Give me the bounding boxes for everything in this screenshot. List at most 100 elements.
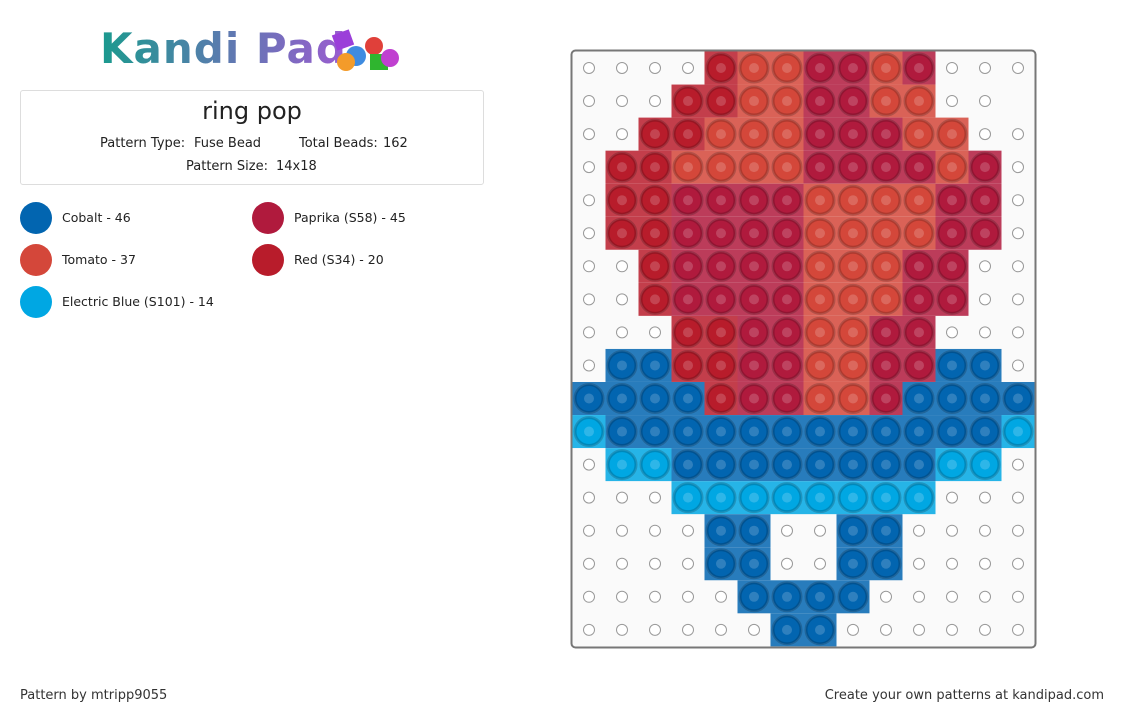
legend-swatch — [20, 286, 52, 318]
peg — [583, 95, 595, 108]
bead-hole — [815, 393, 825, 404]
peg — [946, 524, 958, 537]
bead — [672, 449, 704, 481]
bead — [804, 151, 836, 183]
bead — [969, 151, 1001, 183]
peg — [748, 623, 760, 636]
bead — [705, 85, 737, 117]
bead-hole — [881, 492, 891, 503]
bead — [705, 449, 737, 481]
bead-board — [570, 49, 1037, 649]
logo[interactable]: Kandi Pad — [100, 24, 347, 73]
peg — [946, 95, 958, 108]
peg — [1012, 260, 1024, 273]
bead — [936, 349, 968, 381]
peg — [1012, 359, 1024, 372]
bead-hole — [716, 525, 726, 536]
legend-label: Paprika (S58) - 45 — [294, 210, 406, 225]
bead — [804, 283, 836, 315]
bead — [672, 349, 704, 381]
bead-hole — [716, 558, 726, 569]
bead-hole — [980, 195, 990, 206]
peg — [616, 491, 628, 504]
bead-hole — [848, 393, 858, 404]
bead — [936, 416, 968, 448]
bead-hole — [815, 492, 825, 503]
bead — [837, 449, 869, 481]
bead — [837, 283, 869, 315]
legend-swatch — [20, 244, 52, 276]
site-link[interactable]: Create your own patterns at kandipad.com — [824, 688, 1104, 703]
peg — [1012, 326, 1024, 339]
bead-hole — [650, 459, 660, 470]
bead — [903, 184, 935, 216]
bead-hole — [782, 96, 792, 107]
bead-hole — [617, 459, 627, 470]
peg — [583, 458, 595, 471]
bead-hole — [716, 129, 726, 140]
bead — [771, 184, 803, 216]
bead-hole — [815, 96, 825, 107]
bead — [837, 349, 869, 381]
bead — [804, 184, 836, 216]
bead — [705, 217, 737, 249]
peg — [979, 590, 991, 603]
bead-hole — [914, 261, 924, 272]
bead — [672, 184, 704, 216]
bead-hole — [914, 96, 924, 107]
bead-hole — [683, 492, 693, 503]
peg — [1012, 227, 1024, 240]
bead-hole — [716, 96, 726, 107]
bead — [672, 151, 704, 183]
bead-hole — [848, 195, 858, 206]
peg — [682, 623, 694, 636]
peg — [583, 524, 595, 537]
bead — [903, 383, 935, 414]
bead-hole — [716, 393, 726, 404]
bead — [903, 449, 935, 481]
peg — [616, 62, 628, 74]
bead-hole — [683, 294, 693, 305]
bead — [903, 118, 935, 150]
bead — [804, 250, 836, 282]
bead-hole — [617, 426, 627, 437]
bead-hole — [584, 426, 594, 437]
bead-hole — [914, 327, 924, 338]
bead — [969, 349, 1001, 381]
bead — [870, 85, 902, 117]
legend-label: Cobalt - 46 — [62, 210, 131, 225]
bead — [903, 349, 935, 381]
bead — [639, 217, 671, 249]
bead — [870, 548, 902, 580]
peg — [913, 557, 925, 570]
peg — [1012, 458, 1024, 471]
peg — [583, 326, 595, 339]
bead-hole — [881, 96, 891, 107]
bead-hole — [650, 360, 660, 371]
bead-hole — [782, 426, 792, 437]
peg — [649, 557, 661, 570]
peg — [946, 623, 958, 636]
bead — [771, 52, 803, 84]
bead — [837, 416, 869, 448]
pattern-title: ring pop — [202, 97, 302, 125]
bead — [936, 383, 968, 414]
bead — [639, 283, 671, 315]
bead-hole — [947, 459, 957, 470]
peg — [583, 359, 595, 372]
bead-hole — [848, 360, 858, 371]
bead — [837, 482, 869, 514]
bead — [936, 449, 968, 481]
peg — [583, 227, 595, 240]
bead-hole — [914, 294, 924, 305]
bead — [804, 349, 836, 381]
bead-hole — [617, 393, 627, 404]
bead — [738, 184, 770, 216]
peg — [649, 623, 661, 636]
peg — [979, 62, 991, 74]
size-value: 14x18 — [276, 159, 317, 174]
bead-hole — [848, 327, 858, 338]
bead — [639, 184, 671, 216]
peg — [979, 524, 991, 537]
peg — [583, 293, 595, 306]
